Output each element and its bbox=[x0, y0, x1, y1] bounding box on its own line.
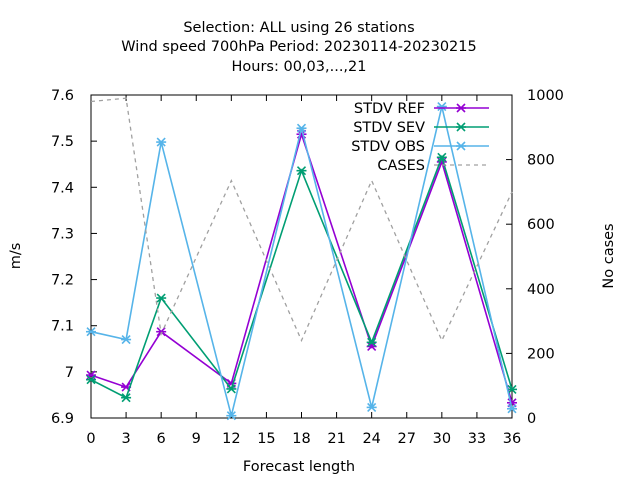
y2-tick-label: 400 bbox=[527, 282, 555, 298]
y2-tick-label: 600 bbox=[527, 217, 555, 233]
x-tick-label: 6 bbox=[157, 431, 166, 447]
y2-tick-label: 0 bbox=[527, 411, 536, 427]
legend-item: STDV OBS bbox=[351, 139, 489, 155]
data-point bbox=[296, 123, 307, 133]
y-tick-label: 7.5 bbox=[51, 134, 74, 150]
series-layer bbox=[86, 97, 517, 421]
title-line-1: Selection: ALL using 26 stations bbox=[183, 20, 414, 36]
legend: STDV REF STDV SEV STDV OBS CASES bbox=[351, 101, 489, 174]
data-point bbox=[226, 411, 237, 421]
data-point bbox=[366, 402, 377, 412]
legend-label: STDV SEV bbox=[353, 120, 425, 136]
x-tick-label: 30 bbox=[433, 431, 451, 447]
y-axis-ticks: 6.9 7 7.1 7.2 7.3 7.4 7.5 7.6 bbox=[51, 88, 97, 427]
series-line-cases bbox=[90, 97, 513, 343]
x-tick-label: 33 bbox=[468, 431, 486, 447]
y2-tick-label: 800 bbox=[527, 153, 555, 169]
x-tick-label: 27 bbox=[398, 431, 416, 447]
data-point bbox=[121, 393, 132, 403]
x-tick-label: 18 bbox=[292, 431, 310, 447]
y-axis-label: m/s bbox=[8, 243, 24, 270]
data-point bbox=[156, 293, 167, 303]
y-tick-label: 7 bbox=[65, 365, 74, 381]
title-line-2: Wind speed 700hPa Period: 20230114-20230… bbox=[121, 39, 476, 55]
legend-item: STDV SEV bbox=[353, 120, 489, 136]
y-tick-label: 7.4 bbox=[51, 180, 74, 196]
y2-tick-label: 1000 bbox=[527, 88, 564, 104]
data-point bbox=[226, 384, 237, 394]
x-tick-label: 9 bbox=[192, 431, 201, 447]
data-point bbox=[366, 337, 377, 347]
y-tick-label: 7.3 bbox=[51, 226, 74, 242]
y-tick-label: 7.6 bbox=[51, 88, 74, 104]
y-tick-label: 6.9 bbox=[51, 411, 74, 427]
x-tick-label: 24 bbox=[362, 431, 380, 447]
data-point bbox=[507, 384, 517, 394]
data-point bbox=[86, 375, 96, 385]
y2-axis-label: No cases bbox=[601, 223, 617, 288]
x-tick-label: 12 bbox=[222, 431, 240, 447]
data-point bbox=[296, 166, 307, 176]
x-axis-ticks: 0 3 6 9 12 15 18 21 24 27 30 33 36 bbox=[86, 95, 521, 447]
y-tick-label: 7.1 bbox=[51, 319, 74, 335]
y2-tick-label: 200 bbox=[527, 346, 555, 362]
data-point bbox=[507, 404, 517, 414]
x-tick-label: 15 bbox=[257, 431, 275, 447]
x-tick-label: 3 bbox=[121, 431, 130, 447]
data-point bbox=[86, 327, 96, 337]
legend-label: CASES bbox=[377, 158, 425, 174]
title-line-3: Hours: 00,03,...,21 bbox=[232, 59, 367, 75]
x-tick-label: 36 bbox=[503, 431, 521, 447]
series-line-stdv-sev bbox=[90, 154, 513, 399]
x-tick-label: 21 bbox=[327, 431, 345, 447]
series-line-stdv-ref bbox=[90, 131, 513, 403]
plot-area-frame bbox=[90, 94, 513, 419]
x-tick-label: 0 bbox=[86, 431, 95, 447]
x-axis-label: Forecast length bbox=[243, 459, 355, 475]
data-point bbox=[436, 152, 447, 162]
data-point bbox=[436, 101, 447, 112]
legend-item: CASES bbox=[377, 158, 489, 174]
chart-title: Selection: ALL using 26 stations Wind sp… bbox=[121, 20, 476, 75]
data-point bbox=[156, 137, 167, 147]
legend-item: STDV REF bbox=[354, 101, 489, 117]
y-tick-label: 7.2 bbox=[51, 273, 74, 289]
series-line-stdv-obs bbox=[90, 106, 513, 416]
legend-label: STDV OBS bbox=[351, 139, 425, 155]
y2-axis-ticks: 0 200 400 600 800 1000 bbox=[506, 88, 564, 427]
legend-label: STDV REF bbox=[354, 101, 425, 117]
data-point bbox=[121, 334, 132, 345]
data-point bbox=[156, 327, 167, 337]
